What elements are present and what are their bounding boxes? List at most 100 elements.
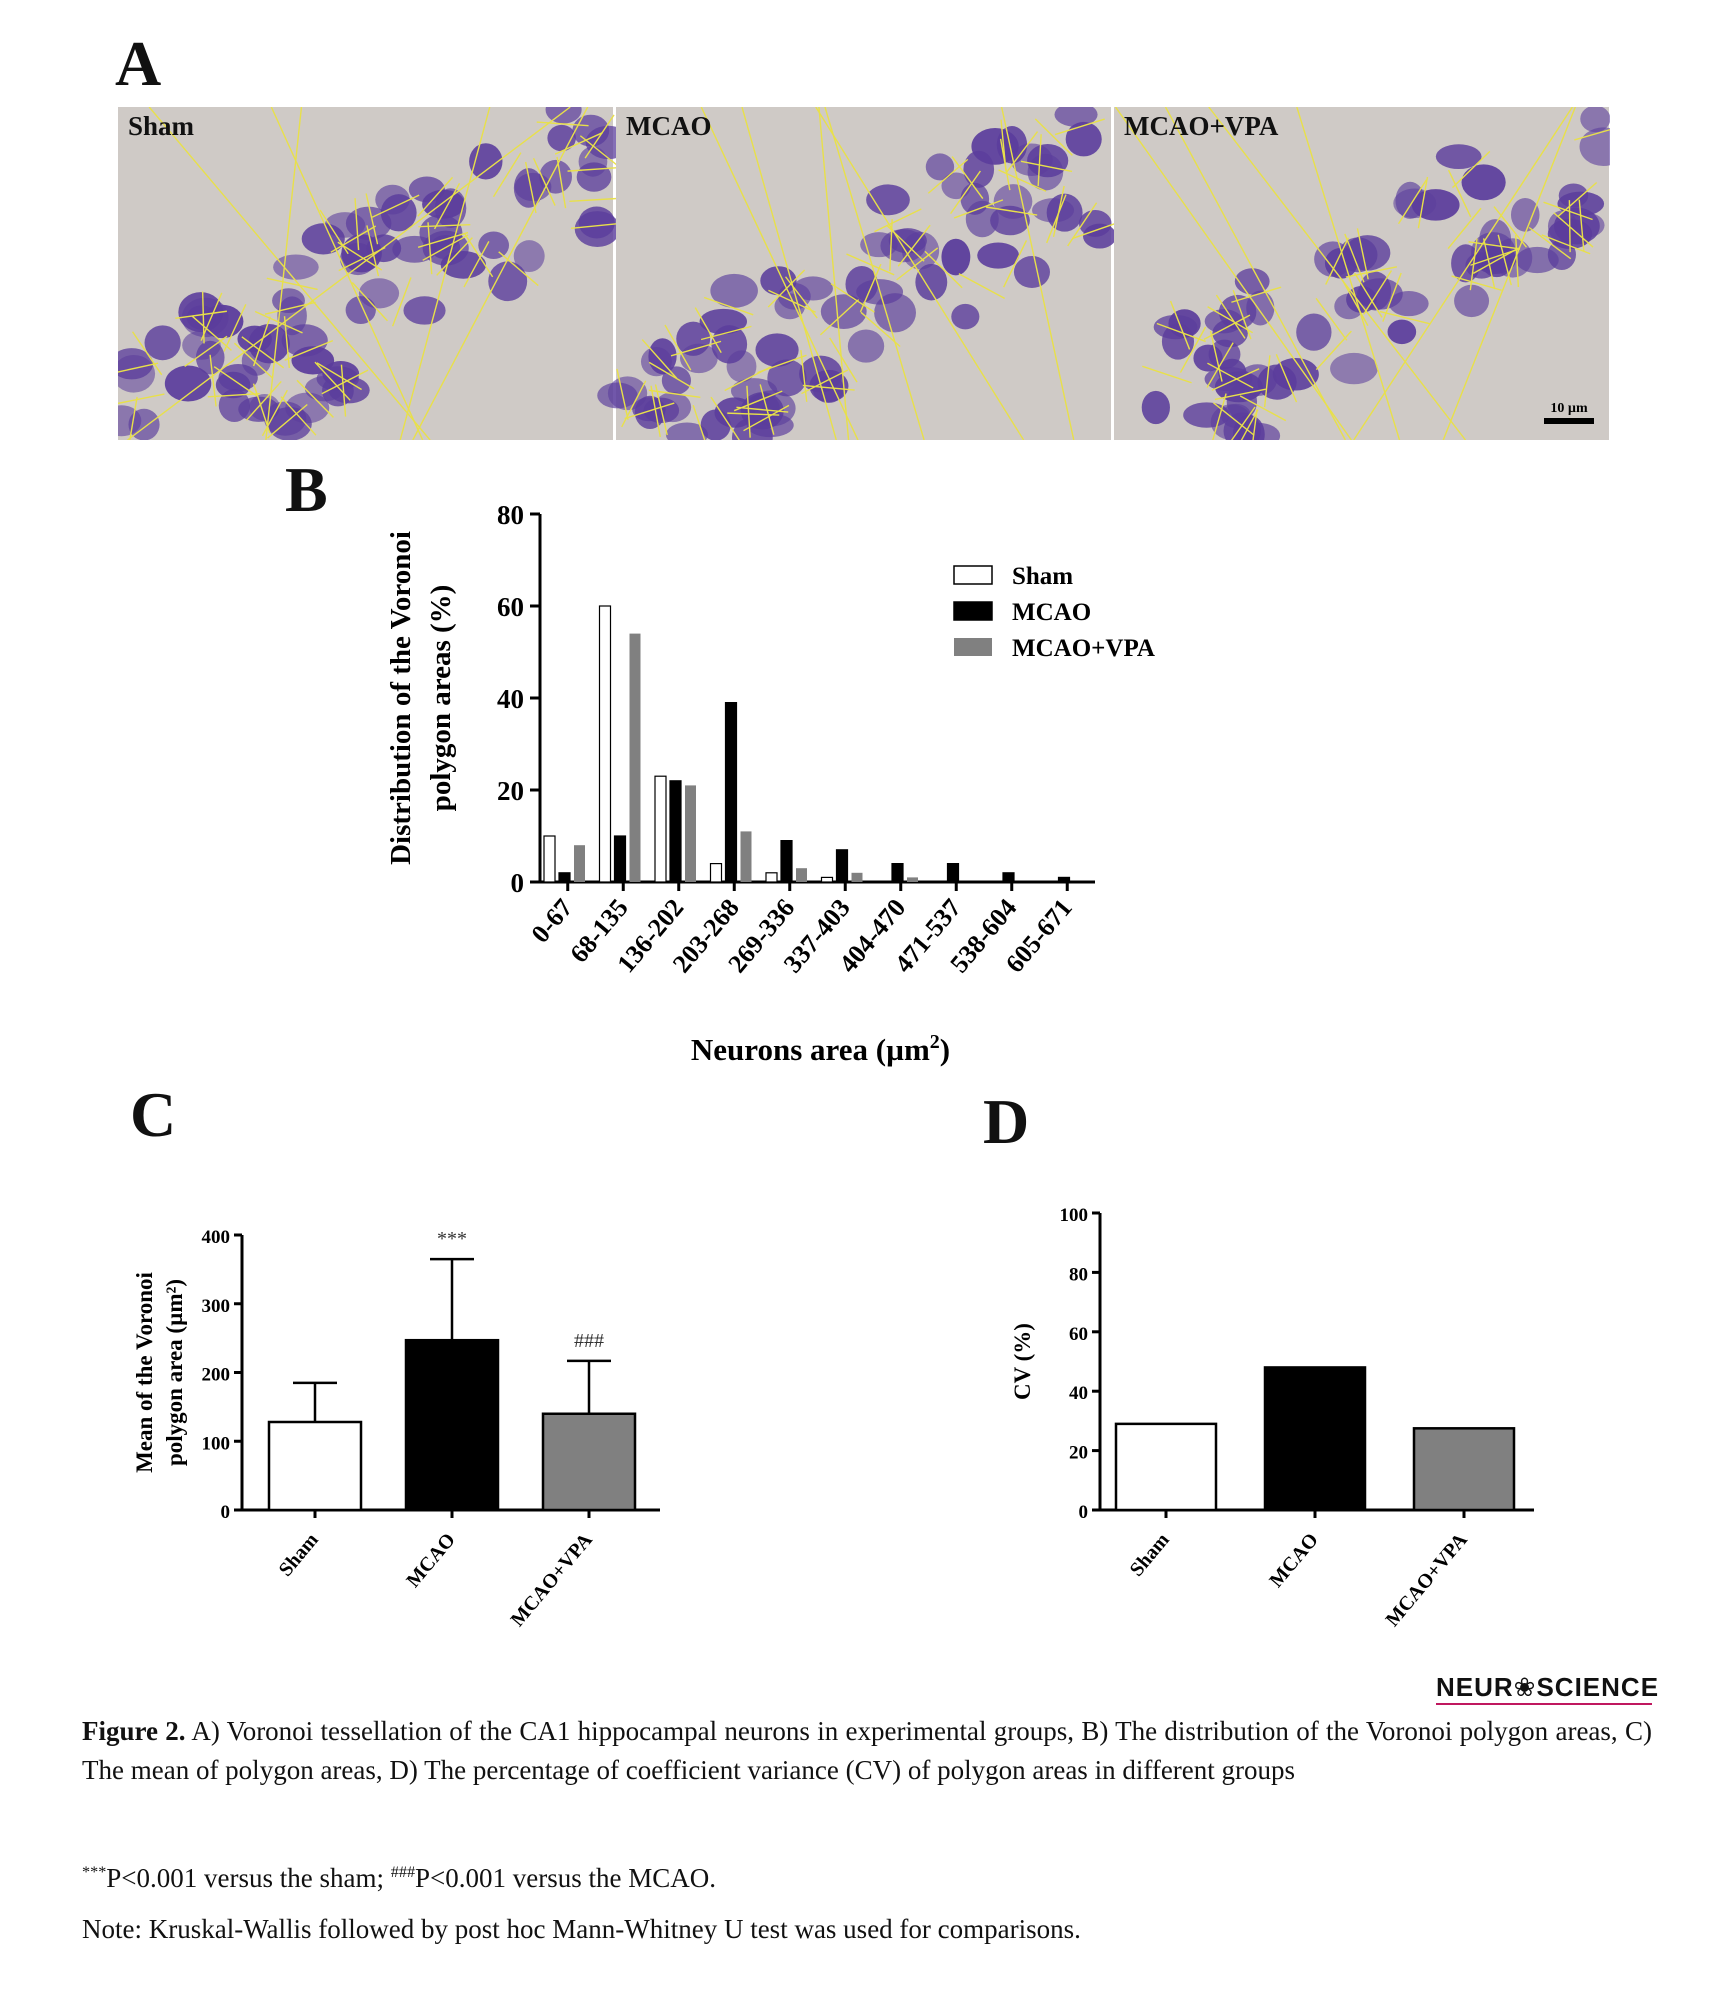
- neuron-cell: [1010, 143, 1053, 177]
- y-axis-label: Mean of the Voronoi polygon area (µm²): [132, 1271, 187, 1472]
- voronoi-edge: [1417, 176, 1429, 229]
- voronoi-edge: [1452, 150, 1491, 189]
- bar-sham: [709, 863, 723, 883]
- voronoi-edge: [1574, 128, 1610, 141]
- neuron-cell: [597, 382, 638, 409]
- voronoi-edge: [1207, 306, 1254, 334]
- panel-letter-c: C: [130, 1079, 177, 1150]
- voronoi-edge: [616, 368, 629, 420]
- voronoi-edge: [1315, 297, 1348, 341]
- method-note: Note: Kruskal-Wallis followed by post ho…: [82, 1914, 1081, 1944]
- voronoi-edge: [801, 369, 849, 395]
- y-tick-label: 20: [1069, 1443, 1088, 1464]
- voronoi-edge: [800, 350, 808, 402]
- voronoi-edge: [759, 384, 775, 435]
- neuron-cell: [267, 407, 312, 440]
- neuron-cell: [547, 124, 576, 152]
- voronoi-edge-long: [1442, 107, 1576, 440]
- voronoi-edge: [1470, 248, 1520, 266]
- voronoi-edge: [1067, 202, 1098, 247]
- voronoi-edge: [1397, 179, 1427, 225]
- voronoi-edge: [860, 311, 901, 348]
- voronoi-edge: [1239, 395, 1287, 422]
- neuron-cell: [1204, 309, 1243, 334]
- x-axis-label: Neurons area (µm2): [691, 1031, 950, 1067]
- x-tick-label: MCAO+VPA: [506, 1529, 597, 1631]
- voronoi-edge: [874, 208, 922, 233]
- neuron-cell: [925, 153, 955, 181]
- neuron-cell: [963, 150, 995, 188]
- neuron-cell: [1579, 127, 1610, 166]
- voronoi-edge: [433, 182, 461, 230]
- neuron-cell: [513, 168, 544, 208]
- voronoi-edge: [417, 231, 469, 248]
- chart-b-legend: Sham MCAO MCAO+VPA: [953, 563, 1155, 662]
- voronoi-edge: [1514, 235, 1520, 288]
- neuron-cell: [322, 361, 360, 387]
- voronoi-edge: [330, 225, 377, 253]
- bar-mcao-vpa: [574, 845, 585, 882]
- voronoi-edge: [524, 161, 537, 214]
- y-tick-label: 200: [202, 1365, 231, 1386]
- neuron-cell: [845, 265, 878, 303]
- voronoi-edge: [351, 282, 388, 322]
- voronoi-edge: [1142, 365, 1192, 384]
- voronoi-edge: [924, 250, 963, 289]
- voronoi-edge-long: [1296, 107, 1401, 440]
- neuron-cell: [1461, 164, 1506, 201]
- voronoi-edge: [1072, 220, 1123, 239]
- neuron-cell: [218, 363, 258, 392]
- neuron-cell: [144, 325, 181, 361]
- figure-label: Figure 2.: [82, 1716, 186, 1746]
- voronoi-edge: [241, 336, 285, 369]
- stained-cell-band: [118, 107, 632, 440]
- voronoi-edge: [621, 380, 647, 428]
- y-tick-label: 0: [511, 868, 525, 898]
- legend-label: MCAO+VPA: [1012, 635, 1155, 662]
- voronoi-edge: [321, 369, 369, 395]
- voronoi-edge: [1543, 201, 1593, 221]
- bar: [267, 1420, 363, 1512]
- voronoi-edge: [1005, 131, 1039, 174]
- y-tick-label: 80: [497, 500, 524, 530]
- voronoi-edge-long: [148, 107, 431, 440]
- neuron-cell: [730, 378, 778, 404]
- voronoi-edge: [427, 222, 433, 275]
- voronoi-edge: [664, 324, 692, 371]
- voronoi-edge: [584, 114, 615, 159]
- voronoi-edge: [463, 241, 490, 288]
- micrograph-label: Sham: [128, 111, 195, 141]
- voronoi-edge: [784, 276, 818, 319]
- panel-letter-b: B: [285, 454, 328, 525]
- voronoi-edge: [650, 385, 661, 438]
- voronoi-edge: [1231, 286, 1282, 303]
- voronoi-edge: [1211, 368, 1260, 391]
- y-tick-label: 60: [1069, 1324, 1088, 1345]
- voronoi-edge: [314, 361, 351, 401]
- voronoi-edge: [1447, 169, 1472, 218]
- voronoi-edge: [365, 193, 379, 245]
- scale-bar: 10 µm: [1544, 401, 1594, 424]
- neuron-cell: [248, 324, 290, 364]
- voronoi-edge-long: [1208, 107, 1467, 440]
- neuron-cell: [1387, 319, 1417, 345]
- voronoi-edge: [1263, 355, 1271, 408]
- voronoi-edge: [213, 366, 258, 397]
- neuron-cell: [218, 388, 250, 422]
- bar-mcao-vpa: [851, 872, 863, 882]
- neuron-cell: [1558, 183, 1589, 208]
- significance-note: ***P<0.001 versus the sham; ###P<0.001 v…: [82, 1853, 1652, 1898]
- micrograph-panel-2: MCAO: [597, 107, 1123, 440]
- voronoi-edge: [536, 121, 589, 127]
- voronoi-edge-long: [815, 107, 1025, 440]
- y-axis-label: Distribution of the Voronoi polygon areas…: [385, 531, 457, 865]
- voronoi-edge: [1209, 330, 1223, 382]
- bar-sham: [820, 876, 834, 883]
- neuron-cell: [1330, 352, 1378, 385]
- voronoi-edge: [280, 396, 317, 436]
- y-tick-label: 100: [202, 1433, 231, 1454]
- voronoi-edge: [743, 404, 790, 432]
- neuron-cell: [358, 278, 400, 309]
- voronoi-edge: [802, 384, 855, 391]
- voronoi-edge: [1356, 228, 1369, 280]
